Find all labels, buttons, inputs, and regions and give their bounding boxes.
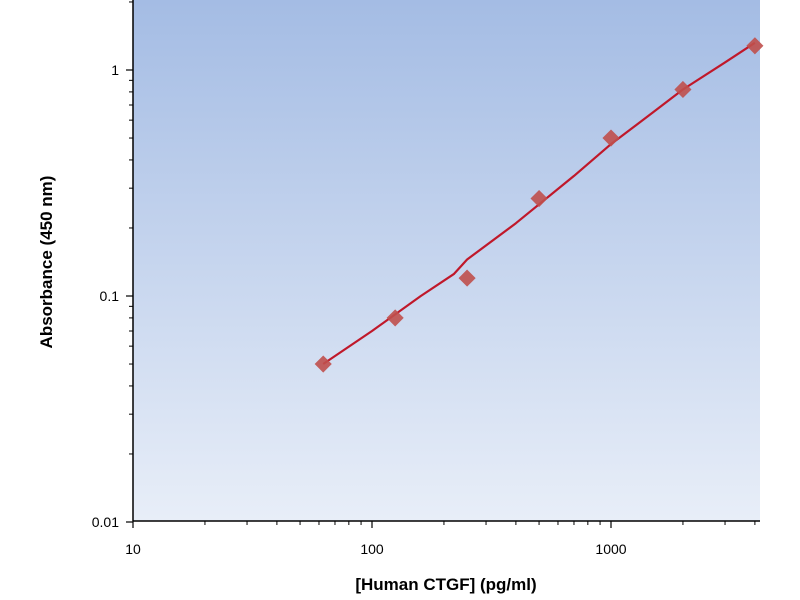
y-tick-label: 0.1 xyxy=(100,288,120,304)
y-tick-label: 0.01 xyxy=(92,514,119,530)
data-point xyxy=(746,37,764,55)
data-point xyxy=(314,355,332,373)
x-tick-label: 100 xyxy=(360,541,384,557)
y-axis-title: Absorbance (450 nm) xyxy=(37,176,56,349)
axes xyxy=(132,0,760,522)
data-point xyxy=(602,129,620,147)
x-axis-title: [Human CTGF] (pg/ml) xyxy=(355,575,536,594)
data-point xyxy=(458,269,476,287)
data-point xyxy=(674,80,692,99)
x-tick-label: 1000 xyxy=(595,541,626,557)
data-point xyxy=(386,309,404,327)
ticks: 0.01 0.1 1 10 100 1000 xyxy=(92,1,756,557)
data-points xyxy=(314,37,764,373)
x-tick-label: 10 xyxy=(125,541,141,557)
plot-area xyxy=(133,0,760,521)
data-point xyxy=(530,189,548,208)
y-tick-label: 1 xyxy=(111,62,119,78)
